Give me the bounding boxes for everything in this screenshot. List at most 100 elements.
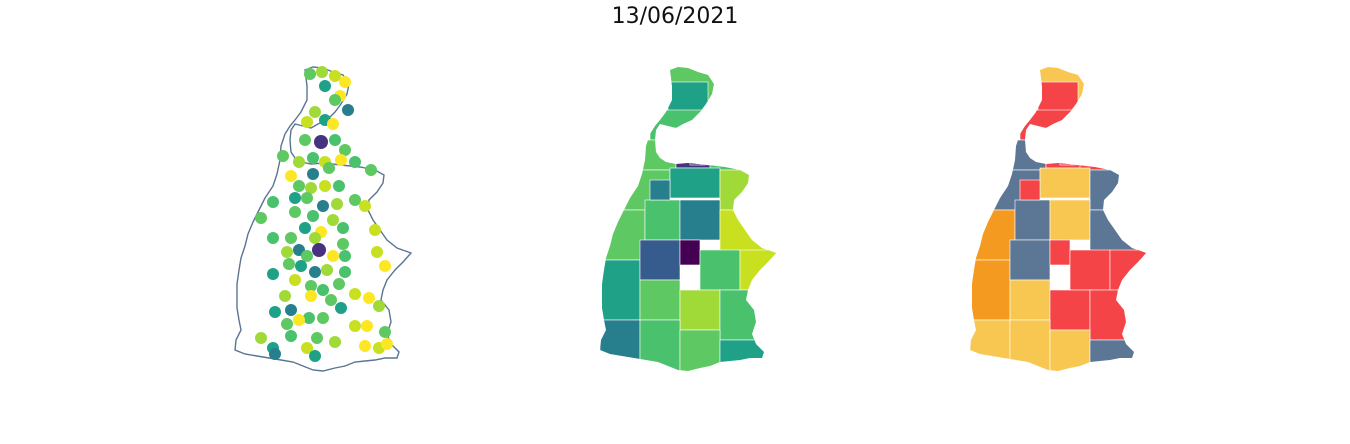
municipality-dot bbox=[321, 264, 333, 276]
municipality-dot bbox=[289, 274, 301, 286]
category-region bbox=[1027, 127, 1049, 144]
category-region bbox=[1079, 139, 1131, 171]
choropleth-region bbox=[649, 109, 736, 141]
municipality-dot bbox=[269, 348, 281, 360]
municipality-dot bbox=[283, 258, 295, 270]
municipality-dot bbox=[309, 106, 321, 118]
choropleth-region bbox=[719, 289, 761, 341]
municipality-dot bbox=[295, 260, 307, 272]
municipality-dot bbox=[281, 246, 293, 258]
choropleth-region bbox=[739, 249, 776, 291]
category-region bbox=[1059, 149, 1076, 166]
municipality-dot bbox=[335, 302, 347, 314]
municipality-dot bbox=[289, 192, 301, 204]
municipality-dot bbox=[267, 268, 279, 280]
municipality-dot bbox=[255, 332, 267, 344]
municipality-dot bbox=[305, 290, 317, 302]
municipality-dot bbox=[342, 104, 354, 116]
choropleth-region bbox=[600, 259, 641, 321]
municipality-dot bbox=[303, 312, 315, 324]
municipality-dot bbox=[349, 194, 361, 206]
category-region bbox=[1089, 339, 1136, 371]
municipality-dot bbox=[329, 70, 341, 82]
municipality-dot bbox=[337, 238, 349, 250]
choropleth-region bbox=[649, 179, 671, 201]
municipality-dot bbox=[255, 212, 267, 224]
municipality-dot bbox=[359, 200, 371, 212]
choropleth-region bbox=[600, 319, 641, 371]
municipality-dot bbox=[305, 182, 317, 194]
municipality-dot bbox=[373, 300, 385, 312]
category-region bbox=[1049, 289, 1091, 331]
map-proportional-symbols bbox=[234, 66, 413, 372]
municipality-dot bbox=[285, 330, 297, 342]
municipality-dot bbox=[285, 304, 297, 316]
category-region bbox=[1005, 139, 1047, 171]
municipality-dot bbox=[285, 232, 297, 244]
choropleth-region bbox=[639, 319, 681, 371]
municipality-dot bbox=[337, 222, 349, 234]
municipality-dot bbox=[359, 340, 371, 352]
choropleth-region bbox=[669, 167, 721, 199]
category-region bbox=[1049, 329, 1091, 371]
figure-title: 13/06/2021 bbox=[611, 4, 739, 29]
municipality-dot bbox=[361, 320, 373, 332]
municipality-dot bbox=[279, 290, 291, 302]
category-region bbox=[1089, 289, 1131, 341]
choropleth-region bbox=[679, 329, 721, 371]
choropleth-region bbox=[635, 139, 677, 171]
municipality-dot bbox=[305, 280, 317, 292]
category-region bbox=[1109, 249, 1146, 291]
choropleth-region bbox=[719, 339, 766, 371]
municipality-dot bbox=[329, 94, 341, 106]
municipality-dot bbox=[309, 350, 321, 362]
municipality-dot bbox=[339, 266, 351, 278]
municipality-dot bbox=[339, 76, 351, 88]
municipality-dot bbox=[319, 180, 331, 192]
municipality-dot bbox=[335, 154, 347, 166]
municipality-dot bbox=[301, 116, 313, 128]
municipality-dot bbox=[339, 144, 351, 156]
choropleth-region bbox=[689, 149, 706, 166]
municipality-dot bbox=[307, 210, 319, 222]
municipality-dot bbox=[293, 180, 305, 192]
municipality-dot bbox=[299, 134, 311, 146]
municipality-dot bbox=[327, 118, 339, 130]
municipality-dot bbox=[307, 152, 319, 164]
municipality-dot bbox=[301, 342, 313, 354]
municipality-dot bbox=[331, 198, 343, 210]
municipality-dot bbox=[349, 288, 361, 300]
municipality-dot bbox=[267, 232, 279, 244]
municipality-dot bbox=[329, 134, 341, 146]
municipality-dot bbox=[323, 162, 335, 174]
category-region bbox=[1009, 319, 1051, 371]
category-region bbox=[1049, 239, 1071, 266]
municipality-dot bbox=[269, 306, 281, 318]
municipality-dot bbox=[379, 260, 391, 272]
choropleth-region bbox=[657, 127, 679, 144]
choropleth-region bbox=[644, 199, 681, 241]
choropleth-region bbox=[719, 169, 761, 211]
municipality-dot bbox=[301, 250, 313, 262]
category-region bbox=[1009, 279, 1051, 321]
category-region bbox=[1069, 249, 1111, 291]
municipality-dot bbox=[365, 164, 377, 176]
municipality-dot bbox=[371, 246, 383, 258]
municipality-dot bbox=[312, 243, 326, 257]
municipality-dot bbox=[363, 292, 375, 304]
municipality-dot bbox=[369, 224, 381, 236]
municipality-dot bbox=[317, 312, 329, 324]
municipality-dot bbox=[339, 250, 351, 262]
municipality-dot bbox=[319, 80, 331, 92]
municipality-dot bbox=[325, 294, 337, 306]
municipality-dot bbox=[285, 170, 297, 182]
municipality-dot bbox=[293, 314, 305, 326]
category-region bbox=[1039, 167, 1091, 199]
municipality-dot bbox=[327, 214, 339, 226]
municipality-dot bbox=[281, 318, 293, 330]
municipality-dot bbox=[289, 206, 301, 218]
choropleth-region bbox=[639, 239, 681, 281]
map-choropleth bbox=[600, 67, 776, 371]
municipality-dot bbox=[316, 66, 328, 78]
municipality-dot bbox=[333, 180, 345, 192]
